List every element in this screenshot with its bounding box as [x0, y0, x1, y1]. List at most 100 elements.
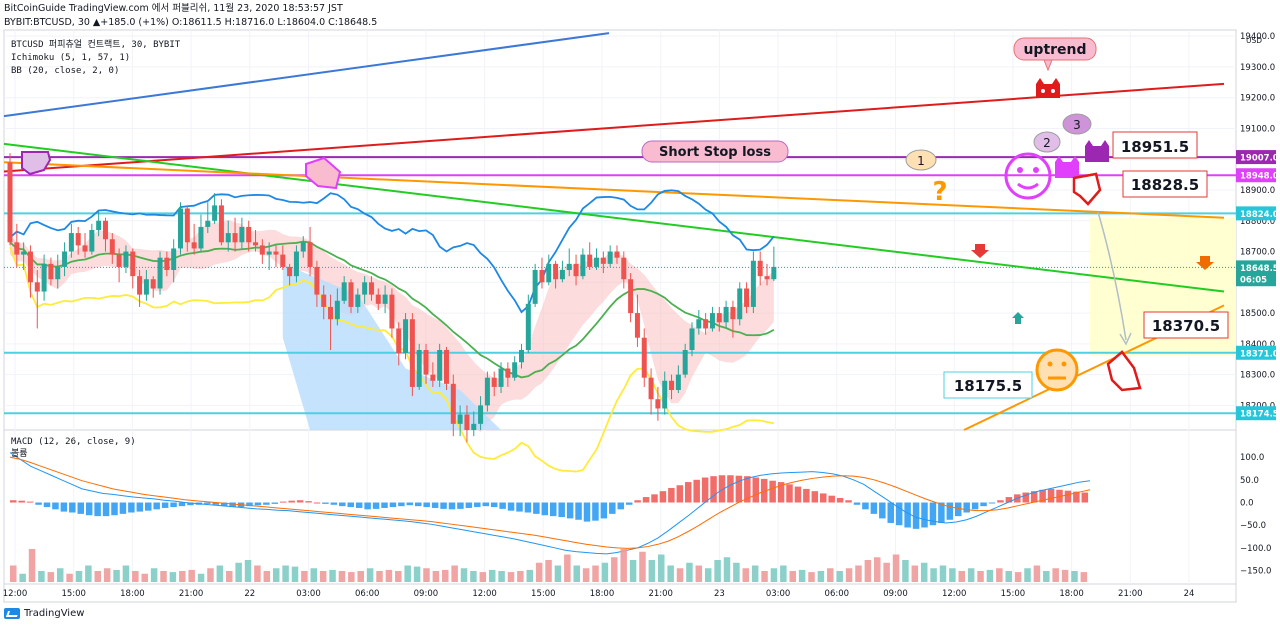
volume-bar [451, 565, 458, 582]
macd-hist-bar [921, 502, 928, 528]
volume-bar [366, 568, 374, 582]
legend-symbol: BTCUSD 퍼피츄얼 컨트랙트, 30, BYBIT [11, 39, 181, 50]
macd-hist-bar [609, 502, 616, 514]
candle-body [682, 350, 688, 375]
macd-hist-bar [735, 475, 743, 503]
time-tick-label: 18:00 [1059, 589, 1084, 599]
macd-hist-bar [701, 477, 709, 503]
volume-bar [75, 571, 83, 582]
tradingview-logo-icon [4, 608, 20, 619]
candle-body [505, 368, 511, 378]
candle-body [300, 242, 306, 252]
footer-brand: TradingView [24, 608, 85, 619]
volume-bar [507, 572, 515, 582]
candle-body [416, 350, 422, 387]
volume-bar [939, 565, 947, 582]
macd-hist-bar [853, 502, 861, 505]
candle-body [628, 279, 634, 314]
price-tag-label: 19007.0 [1240, 154, 1279, 164]
macd-hist-bar [280, 501, 287, 503]
macd-hist-bar [895, 502, 903, 526]
candle-body [450, 383, 456, 424]
macd-hist-bar [693, 479, 700, 503]
price-label-18828: 18828.5 [1122, 170, 1208, 198]
macd-hist-bar [448, 502, 456, 510]
volume-bar [592, 565, 599, 582]
legend-ichimoku: Ichimoku (5, 1, 57, 1) [11, 53, 130, 63]
time-tick-label: 22 [244, 589, 255, 599]
macd-hist-bar [676, 485, 684, 503]
macd-pane [9, 452, 1091, 555]
volume-bar [132, 571, 139, 582]
volume-bar [272, 568, 280, 582]
macd-hist-bar [119, 502, 127, 514]
candle-body [205, 220, 211, 227]
candle-body [280, 254, 286, 267]
price-tick-label: 18800.0 [1240, 217, 1275, 227]
volume-bar [235, 562, 242, 582]
time-tick-label: 21:00 [1118, 589, 1143, 599]
macd-hist-bar [904, 502, 911, 528]
volume-bar [1071, 571, 1078, 582]
macd-hist-bar [102, 502, 110, 517]
macd-hist-bar [997, 500, 1004, 503]
macd-hist-bar [161, 502, 169, 508]
macd-hist-bar [381, 502, 388, 508]
candle-body [34, 282, 40, 292]
volume-bar [695, 565, 703, 582]
macd-hist-bar [482, 502, 489, 507]
candle-body [341, 282, 347, 301]
volume-bar [10, 565, 17, 582]
candle-body [498, 368, 504, 387]
volume-bar [620, 549, 627, 582]
volume-bar [376, 571, 383, 582]
candle-body [621, 257, 627, 280]
volume-bar [958, 571, 966, 582]
volume-bar [207, 568, 214, 582]
macd-hist-bar [1081, 492, 1089, 503]
macd-line [9, 452, 1091, 555]
candle-body [641, 337, 647, 378]
candle-body [116, 254, 122, 267]
macd-hist-bar [296, 500, 304, 503]
macd-hist-bar [1030, 491, 1038, 503]
candle-body [157, 257, 163, 289]
macd-hist-bar [220, 502, 228, 507]
candle-body [546, 263, 552, 283]
volume-bar [855, 565, 862, 582]
macd-tick-label: 50.0 [1240, 476, 1259, 486]
macd-hist-bar [423, 502, 430, 508]
candle-body [130, 251, 136, 277]
candle-body [307, 242, 313, 267]
macd-hist-bar [929, 502, 937, 526]
macd-hist-bar [828, 495, 835, 503]
pointing-hand-icon-red-bottom [1106, 350, 1142, 392]
macd-hist-bar [398, 502, 405, 507]
macd-hist-bar [794, 486, 802, 503]
volume-bar [254, 565, 261, 582]
price-label-18370-text: 18370.5 [1152, 317, 1220, 335]
price-label-18370: 18370.5 [1143, 311, 1229, 339]
macd-hist-bar [69, 502, 76, 513]
volume-bar [967, 568, 975, 582]
volume-bar [423, 568, 430, 582]
volume-bar [911, 565, 919, 582]
callout-3: 3 [1062, 113, 1092, 135]
volume-bar [113, 569, 120, 582]
candle-body [232, 233, 238, 243]
volume-bar [188, 569, 195, 582]
candle-body [553, 263, 559, 280]
candle-body [239, 226, 245, 243]
macd-hist-bar [271, 502, 279, 504]
candle-body [532, 270, 538, 304]
macd-hist-bar [963, 502, 970, 513]
macd-hist-bar [592, 502, 599, 521]
time-tick-label: 12:00 [942, 589, 967, 599]
volume-bar [385, 569, 393, 582]
macd-hist-bar [1047, 488, 1055, 503]
candle-body [348, 282, 354, 307]
volume-bar [902, 560, 909, 582]
macd-hist-bar [600, 502, 608, 519]
candle-body [334, 300, 340, 320]
